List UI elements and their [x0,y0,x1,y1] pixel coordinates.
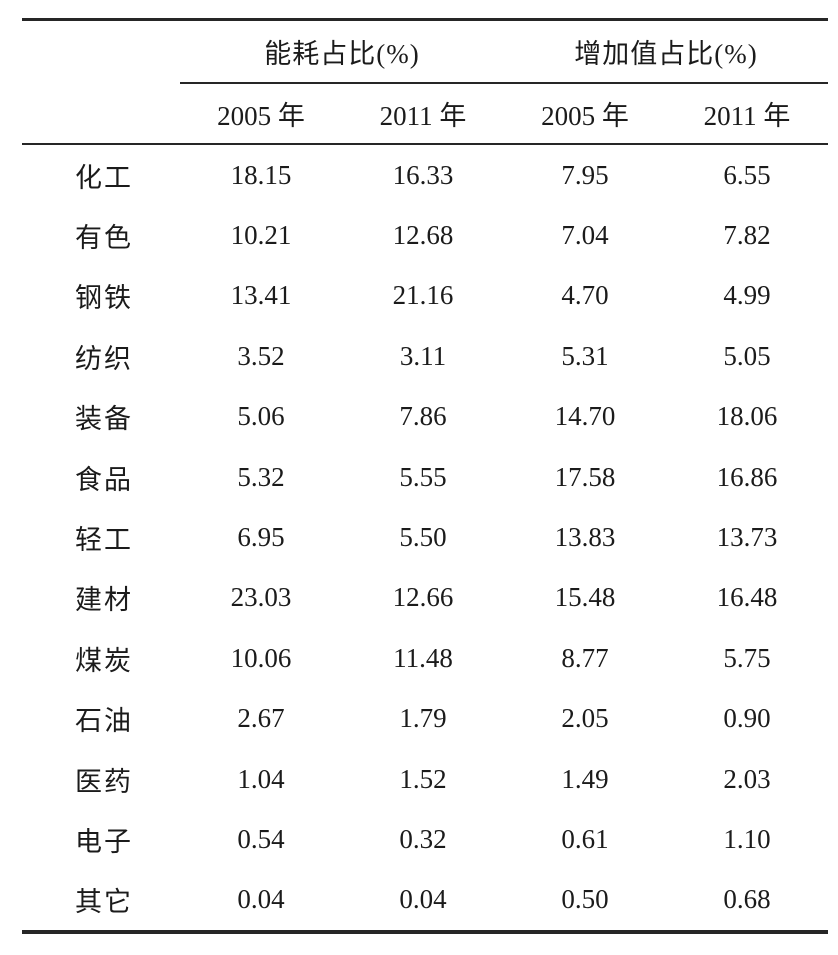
cell-value: 11.48 [393,642,453,673]
cell-value: 13.73 [716,522,778,553]
cell-value: 0.61 [561,823,609,854]
cell-value: 0.50 [561,884,609,915]
sub-header-row: 2005 年 2011 年 2005 年 2011 年 [22,84,828,145]
sub-header-spacer [22,84,180,143]
cell-value: 13.41 [230,280,292,311]
cell-value: 12.66 [392,582,454,613]
table-row: 装备 5.06 7.86 14.70 18.06 [22,387,828,447]
cell-value: 2.03 [723,763,771,794]
row-label: 医药 [75,766,133,797]
table-row: 有色 10.21 12.68 7.04 7.82 [22,205,828,265]
cell-value: 5.06 [237,401,285,432]
table-row: 轻工 6.95 5.50 13.83 13.73 [22,507,828,567]
cell-value: 23.03 [230,582,292,613]
table-row: 钢铁 13.41 21.16 4.70 4.99 [22,266,828,326]
cell-value: 17.58 [554,461,616,492]
cell-value: 2.05 [561,703,609,734]
cell-value: 10.06 [230,642,292,673]
cell-value: 14.70 [554,401,616,432]
cell-value: 0.32 [399,823,447,854]
table-row: 石油 2.67 1.79 2.05 0.90 [22,689,828,749]
cell-value: 18.06 [716,401,778,432]
table-row: 电子 0.54 0.32 0.61 1.10 [22,809,828,869]
cell-value: 6.55 [723,159,771,190]
row-label: 电子 [75,826,133,857]
cell-value: 1.04 [237,763,285,794]
row-label: 石油 [75,706,133,737]
table-row: 其它 0.04 0.04 0.50 0.68 [22,870,828,930]
table-body: 化工 18.15 16.33 7.95 6.55 有色 10.21 12.68 7.04 7.82… [22,145,828,930]
sub-header-value-2005: 2005 年 [541,101,629,131]
table-row: 化工 18.15 16.33 7.95 6.55 [22,145,828,205]
row-label: 钢铁 [75,283,133,314]
cell-value: 7.95 [561,159,609,190]
row-label: 化工 [75,162,133,193]
sub-header-energy-2011: 2011 年 [379,101,467,131]
industry-share-table: 能耗占比(%) 增加值占比(%) 2005 年 2011 年 2005 年 20… [22,18,828,935]
cell-value: 1.49 [561,763,609,794]
cell-value: 5.32 [237,461,285,492]
cell-value: 10.21 [230,220,292,251]
cell-value: 5.55 [399,461,447,492]
cell-value: 3.11 [399,340,447,371]
cell-value: 6.95 [237,522,285,553]
cell-value: 16.86 [716,461,778,492]
table-row: 建材 23.03 12.66 15.48 16.48 [22,568,828,628]
cell-value: 5.05 [723,340,771,371]
sub-header-energy-2005: 2005 年 [217,101,305,131]
group-header-spacer [22,21,180,84]
cell-value: 0.68 [723,884,771,915]
cell-value: 0.90 [723,703,771,734]
cell-value: 13.83 [554,522,616,553]
cell-value: 21.16 [392,280,454,311]
sub-header-value-2011: 2011 年 [703,101,791,131]
cell-value: 16.33 [392,159,454,190]
cell-value: 5.31 [561,340,609,371]
cell-value: 15.48 [554,582,616,613]
row-label: 煤炭 [75,645,133,676]
cell-value: 12.68 [392,220,454,251]
row-label: 纺织 [75,343,133,374]
cell-value: 3.52 [237,340,285,371]
cell-value: 16.48 [716,582,778,613]
group-header-row: 能耗占比(%) 增加值占比(%) [22,21,828,84]
cell-value: 5.50 [399,522,447,553]
cell-value: 0.04 [237,884,285,915]
cell-value: 1.10 [723,823,771,854]
cell-value: 0.54 [237,823,285,854]
cell-value: 0.04 [399,884,447,915]
cell-value: 4.70 [561,280,609,311]
table-row: 纺织 3.52 3.11 5.31 5.05 [22,326,828,386]
cell-value: 1.52 [399,763,447,794]
row-label: 建材 [75,585,133,616]
cell-value: 7.86 [399,401,447,432]
group-header-value-added-share: 增加值占比(%) [504,21,828,84]
cell-value: 5.75 [723,642,771,673]
row-label: 食品 [75,464,133,495]
cell-value: 1.79 [399,703,447,734]
row-label: 轻工 [75,525,133,556]
cell-value: 8.77 [561,642,609,673]
cell-value: 7.04 [561,220,609,251]
table-row: 煤炭 10.06 11.48 8.77 5.75 [22,628,828,688]
cell-value: 7.82 [723,220,771,251]
cell-value: 4.99 [723,280,771,311]
row-label: 装备 [75,404,133,435]
table-row: 食品 5.32 5.55 17.58 16.86 [22,447,828,507]
cell-value: 2.67 [237,703,285,734]
cell-value: 18.15 [230,159,292,190]
group-header-energy-share: 能耗占比(%) [180,21,504,84]
row-label: 有色 [75,223,133,254]
table-row: 医药 1.04 1.52 1.49 2.03 [22,749,828,809]
row-label: 其它 [75,887,133,918]
